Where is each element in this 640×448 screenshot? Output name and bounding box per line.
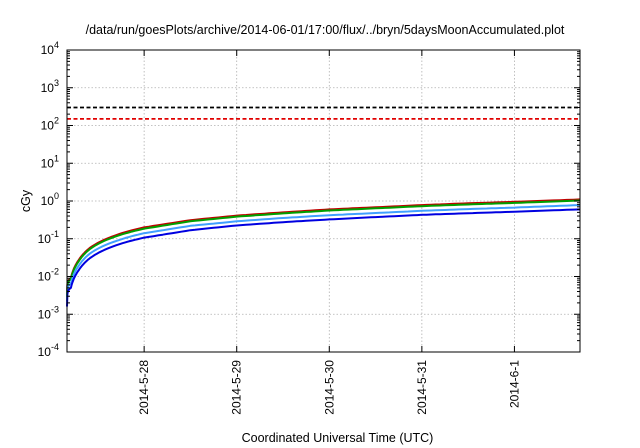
y-axis-ticks: 10-4 10-3 10-2 10-1 100 101 102 103 104 bbox=[38, 40, 580, 359]
series-lines bbox=[66, 198, 581, 307]
y-tick-label: 10-2 bbox=[38, 267, 59, 284]
x-axis-label: Coordinated Universal Time (UTC) bbox=[242, 431, 434, 445]
y-tick-label: 101 bbox=[41, 153, 59, 170]
y-tick-label: 104 bbox=[41, 40, 59, 57]
x-tick-label: 2014-5-28 bbox=[137, 360, 151, 415]
x-tick-label: 2014-5-31 bbox=[415, 360, 429, 415]
series-line bbox=[66, 199, 581, 298]
y-tick-label: 102 bbox=[41, 116, 59, 133]
series-line bbox=[66, 208, 581, 307]
grid bbox=[67, 50, 580, 352]
y-tick-label: 10-1 bbox=[38, 229, 59, 246]
x-axis-ticks: 2014-5-28 2014-5-29 2014-5-30 2014-5-31 2014… bbox=[137, 50, 521, 415]
threshold-lines bbox=[67, 106, 580, 120]
chart-title: /data/run/goesPlots/archive/2014-06-01/1… bbox=[86, 23, 565, 37]
series-line bbox=[66, 204, 581, 302]
x-tick-label: 2014-5-30 bbox=[322, 360, 336, 415]
y-tick-label: 103 bbox=[41, 78, 59, 95]
y-tick-label: 100 bbox=[41, 191, 59, 208]
x-tick-label: 2014-5-29 bbox=[230, 360, 244, 415]
x-tick-label: 2014-6-1 bbox=[507, 360, 521, 408]
y-tick-label: 10-3 bbox=[38, 304, 59, 321]
y-axis-label: cGy bbox=[19, 189, 33, 212]
y-tick-label: 10-4 bbox=[38, 342, 59, 359]
